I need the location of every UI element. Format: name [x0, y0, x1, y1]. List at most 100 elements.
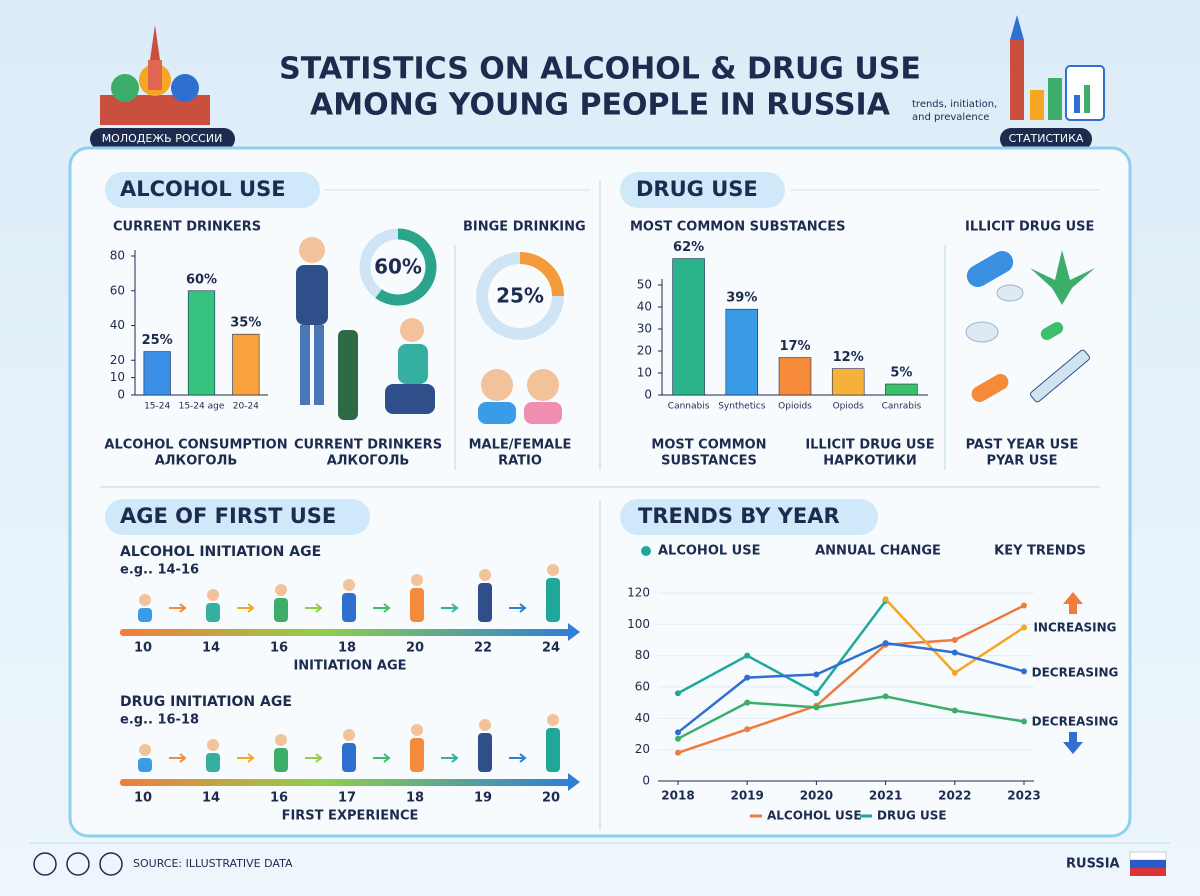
x-tick-label: Cannabis — [668, 402, 710, 412]
y-tick-label: 20 — [637, 344, 652, 358]
value-label: 62% — [673, 240, 704, 255]
person-head — [547, 714, 559, 726]
title-line: STATISTICS ON ALCOHOL & DRUG USE — [279, 52, 921, 87]
trends-label: ANNUAL CHANGE — [815, 544, 941, 559]
bar — [725, 308, 759, 396]
footer-icon — [66, 852, 90, 876]
x-tick-label: 2021 — [869, 789, 902, 803]
section-heading: TRENDS BY YEAR — [638, 504, 840, 528]
x-tick-label: 2020 — [800, 789, 833, 803]
trend-annotation: DECREASING — [1032, 715, 1119, 729]
x-tick-label: Canrabis — [882, 402, 922, 412]
person-body — [274, 748, 288, 772]
series-point — [675, 735, 681, 742]
timelines: ALCOHOL INITIATION AGE e.g.. 14-16 10 14 16 1… — [120, 544, 560, 824]
person-head — [139, 744, 151, 756]
title-line: AMONG YOUNG PEOPLE IN RUSSIA — [310, 88, 891, 123]
age-label: 18 — [406, 791, 424, 806]
person-head — [275, 734, 287, 746]
badge-text: СТАТИСТИКА — [1009, 132, 1084, 145]
y-tick-label: 60 — [635, 680, 650, 694]
series-point — [1021, 624, 1027, 631]
trend-annotation: INCREASING — [1033, 621, 1116, 635]
trend-annotation: DECREASING — [1032, 666, 1119, 680]
caption: MOST COMMON — [651, 438, 766, 453]
bar — [143, 351, 171, 396]
series-line — [677, 641, 1025, 734]
step-arrow — [169, 603, 187, 613]
series-point — [744, 652, 751, 659]
pills-illustration — [965, 250, 1095, 403]
series-point — [1021, 668, 1027, 675]
bar — [778, 357, 812, 396]
bar — [831, 368, 865, 396]
person-head — [411, 724, 423, 736]
charts: 0 10 20 40 60 80 25% 15-24 60% 15-24 age 35% 20-24 6… — [110, 228, 1119, 823]
age-label: 14 — [202, 791, 220, 806]
age-label: 22 — [474, 641, 492, 656]
age-label: 16 — [270, 791, 288, 806]
caption: ALCOHOL CONSUMPTION — [104, 438, 287, 453]
source-note: SOURCE: ILLUSTRATIVE DATA — [133, 857, 293, 870]
x-tick-label: Synthetics — [718, 402, 765, 412]
series-point — [675, 690, 681, 697]
section-heading: DRUG USE — [636, 177, 758, 201]
legend-label: ALCOHOL USE — [767, 809, 862, 823]
bar — [885, 383, 918, 396]
trends-label: ALCOHOL USE — [658, 544, 760, 559]
person-body — [478, 733, 492, 772]
down-arrow — [1063, 732, 1083, 754]
badge — [1000, 128, 1092, 150]
series-line — [677, 600, 887, 695]
section-pill — [620, 499, 878, 535]
age-label: 20 — [542, 791, 560, 806]
timeline-bar — [120, 779, 570, 786]
y-tick-label: 0 — [117, 388, 125, 402]
timeline-arrowhead — [568, 773, 580, 791]
footer-icon — [33, 852, 57, 876]
caption: RATIO — [498, 454, 542, 469]
y-tick-label: 0 — [644, 388, 652, 402]
series-point — [744, 726, 751, 733]
timeline-bar — [120, 629, 570, 636]
series-point — [813, 704, 820, 711]
y-tick-label: 80 — [635, 648, 650, 662]
person-body — [410, 738, 424, 772]
person-head — [343, 579, 355, 591]
caption: PAST YEAR USE — [966, 438, 1079, 453]
person-head — [411, 574, 423, 586]
caption: АЛКОГОЛЬ — [155, 454, 238, 469]
y-tick-label: 30 — [637, 322, 652, 336]
series-point — [675, 749, 681, 756]
panel-label: CURRENT DRINKERS — [113, 220, 261, 235]
person-body — [342, 743, 356, 772]
caption: SUBSTANCES — [661, 454, 757, 469]
timeline-title: ALCOHOL INITIATION AGE — [120, 544, 321, 560]
legend-label: DRUG USE — [877, 809, 947, 823]
step-arrow — [169, 753, 187, 763]
person-head — [275, 584, 287, 596]
donut-label: 25% — [496, 284, 544, 308]
value-label: 35% — [230, 316, 261, 331]
timeline-arrowhead — [568, 623, 580, 641]
section-pill — [105, 172, 320, 208]
age-label: 14 — [202, 641, 220, 656]
age-label: 20 — [406, 641, 424, 656]
series-point — [951, 707, 958, 714]
timeline-example: e.g.. 14-16 — [120, 563, 199, 578]
timeline-axis-label: INITIATION AGE — [293, 659, 406, 674]
step-arrow — [509, 603, 527, 613]
trends-label: KEY TRENDS — [994, 544, 1086, 559]
series-point — [882, 596, 889, 603]
y-tick-label: 40 — [637, 300, 652, 314]
x-tick-label: 2023 — [1007, 789, 1040, 803]
y-tick-label: 120 — [627, 586, 650, 600]
section-heading: AGE OF FIRST USE — [120, 504, 336, 528]
person-body — [546, 578, 560, 622]
step-arrow — [373, 603, 391, 613]
value-label: 60% — [186, 272, 217, 287]
person-body — [138, 758, 152, 772]
step-arrow — [373, 753, 391, 763]
step-arrow — [237, 603, 255, 613]
